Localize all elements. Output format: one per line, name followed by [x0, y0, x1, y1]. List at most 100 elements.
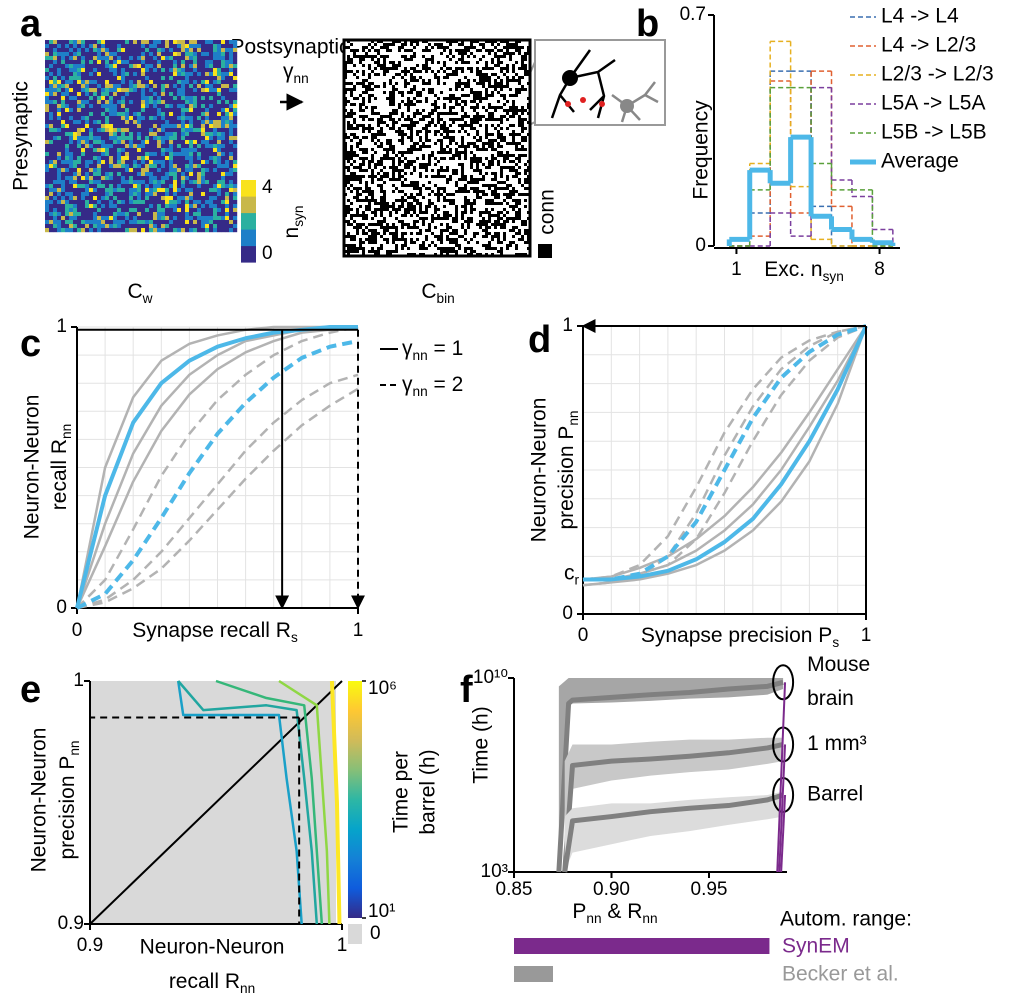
binary-cell — [500, 121, 503, 124]
heatmap-cell — [137, 72, 141, 76]
binary-cell — [509, 133, 512, 136]
heatmap-cell — [101, 132, 105, 136]
binary-cell — [416, 79, 419, 82]
heatmap-cell — [165, 212, 169, 216]
heatmap-cell — [157, 208, 161, 212]
binary-cell — [413, 226, 416, 229]
heatmap-cell — [73, 164, 77, 168]
heatmap-cell — [161, 116, 165, 120]
heatmap-cell — [169, 84, 173, 88]
binary-cell — [359, 61, 362, 64]
binary-cell — [509, 58, 512, 61]
binary-cell — [359, 169, 362, 172]
binary-cell — [500, 55, 503, 58]
heatmap-cell — [169, 92, 173, 96]
binary-cell — [368, 235, 371, 238]
heatmap-cell — [57, 216, 61, 220]
heatmap-cell — [213, 116, 217, 120]
binary-cell — [380, 118, 383, 121]
heatmap-cell — [129, 132, 133, 136]
heatmap-cell — [137, 160, 141, 164]
binary-cell — [383, 199, 386, 202]
heatmap-cell — [209, 168, 213, 172]
binary-cell — [485, 247, 488, 250]
heatmap-cell — [197, 208, 201, 212]
binary-cell — [434, 244, 437, 247]
heatmap-cell — [101, 212, 105, 216]
heatmap-cell — [165, 44, 169, 48]
heatmap-cell — [77, 168, 81, 172]
heatmap-cell — [53, 168, 57, 172]
heatmap-cell — [77, 88, 81, 92]
binary-cell — [371, 235, 374, 238]
heatmap-cell — [121, 60, 125, 64]
binary-cell — [437, 217, 440, 220]
heatmap-cell — [213, 188, 217, 192]
heatmap-cell — [113, 188, 117, 192]
binary-cell — [446, 97, 449, 100]
heatmap-cell — [113, 184, 117, 188]
binary-cell — [503, 52, 506, 55]
binary-cell — [380, 214, 383, 217]
heatmap-cell — [129, 208, 133, 212]
binary-cell — [497, 238, 500, 241]
legend-label: L2/3 -> L2/3 — [881, 63, 994, 86]
heatmap-cell — [193, 220, 197, 224]
binary-cell — [374, 175, 377, 178]
binary-cell — [416, 148, 419, 151]
heatmap-cell — [221, 228, 225, 232]
binary-cell — [371, 139, 374, 142]
heatmap-cell — [189, 216, 193, 220]
heatmap-cell — [45, 96, 49, 100]
binary-cell — [443, 187, 446, 190]
binary-cell — [476, 61, 479, 64]
heatmap-cell — [69, 68, 73, 72]
binary-cell — [392, 145, 395, 148]
binary-cell — [398, 178, 401, 181]
range-title: Autom. range: — [780, 908, 912, 931]
binary-cell — [440, 229, 443, 232]
binary-cell — [350, 88, 353, 91]
heatmap-cell — [69, 40, 73, 44]
binary-cell — [461, 100, 464, 103]
heatmap-cell — [125, 192, 129, 196]
heatmap-cell — [109, 176, 113, 180]
heatmap-cell — [197, 116, 201, 120]
heatmap-cell — [221, 212, 225, 216]
heatmap-cell — [85, 212, 89, 216]
heatmap-cell — [169, 116, 173, 120]
heatmap-cell — [149, 200, 153, 204]
heatmap-cell — [225, 200, 229, 204]
binary-cell — [410, 133, 413, 136]
binary-cell — [458, 103, 461, 106]
heatmap-cell — [57, 112, 61, 116]
heatmap-cell — [209, 48, 213, 52]
heatmap-cell — [201, 204, 205, 208]
heatmap-cell — [69, 164, 73, 168]
binary-cell — [410, 202, 413, 205]
heatmap-cell — [149, 48, 153, 52]
binary-cell — [518, 157, 521, 160]
heatmap-cell — [121, 84, 125, 88]
heatmap-cell — [141, 200, 145, 204]
x-tick-label: 0.85 — [496, 879, 533, 900]
heatmap-cell — [225, 76, 229, 80]
heatmap-cell — [57, 108, 61, 112]
heatmap-cell — [57, 128, 61, 132]
binary-cell — [362, 217, 365, 220]
binary-cell — [386, 70, 389, 73]
binary-cell — [365, 88, 368, 91]
heatmap-cell — [61, 224, 65, 228]
heatmap-cell — [197, 72, 201, 76]
heatmap-cell — [77, 84, 81, 88]
binary-cell — [491, 199, 494, 202]
binary-cell — [470, 163, 473, 166]
binary-cell — [401, 223, 404, 226]
heatmap-cell — [121, 168, 125, 172]
heatmap-cell — [109, 148, 113, 152]
heatmap-cell — [157, 108, 161, 112]
binary-cell — [491, 178, 494, 181]
binary-cell — [449, 106, 452, 109]
binary-cell — [509, 55, 512, 58]
binary-cell — [392, 61, 395, 64]
